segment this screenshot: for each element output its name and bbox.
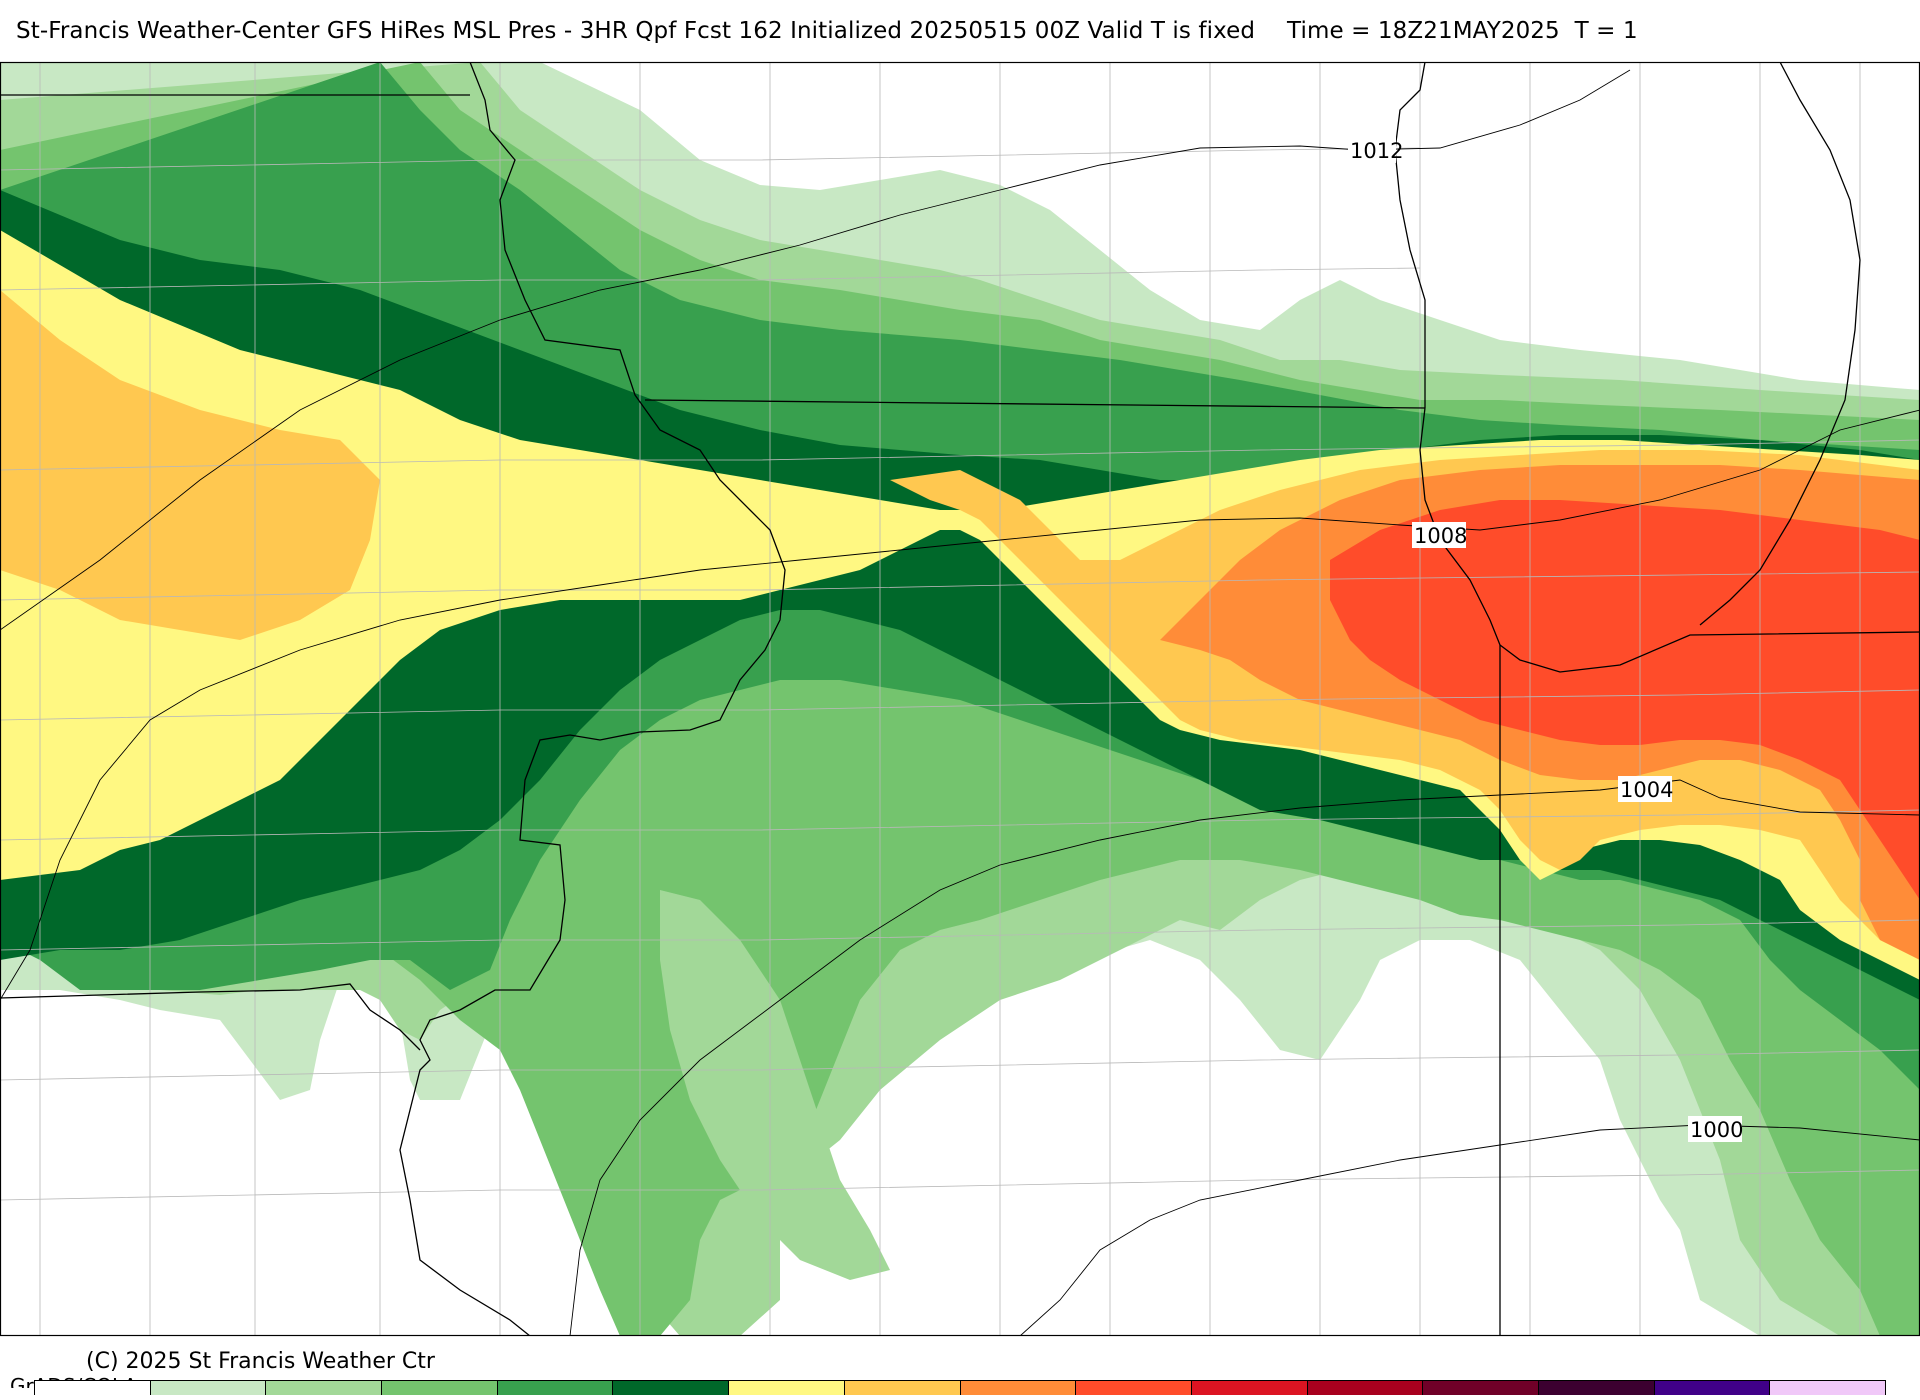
legend-swatch: [960, 1381, 1077, 1395]
isobar-label-1012: 1012: [1350, 139, 1403, 163]
legend-swatch: [497, 1381, 614, 1395]
qpf-patch: [604, 860, 622, 880]
isobar-labels: 1012 1008 1004 1000: [1348, 137, 1743, 1142]
isobar-lines: [0, 69, 1920, 1336]
qpf-band-5: [0, 190, 1920, 1000]
qpf-patch: [660, 890, 890, 1280]
copyright-text: (C) 2025 St Francis Weather Ctr: [86, 1349, 435, 1374]
isobar-label-1004: 1004: [1620, 778, 1673, 802]
legend-swatch: [1538, 1381, 1655, 1395]
legend-swatch: [1191, 1381, 1308, 1395]
valid-time: Time = 18Z21MAY2025 T = 1: [1287, 18, 1638, 44]
legend-swatch: [1076, 1381, 1192, 1395]
legend-swatch: [1307, 1381, 1424, 1395]
qpf-band-9: [1330, 500, 1920, 900]
legend-swatch: [150, 1381, 267, 1395]
legend-swatch: [1770, 1381, 1886, 1395]
legend-swatch: [729, 1381, 845, 1395]
title-text: St-Francis Weather-Center GFS HiRes MSL …: [16, 18, 1256, 44]
legend-swatch: [382, 1381, 498, 1395]
map-title: St-Francis Weather-Center GFS HiRes MSL …: [16, 18, 1638, 44]
legend-swatch: [1423, 1381, 1539, 1395]
qpf-map: 1012 1008 1004 1000: [0, 61, 1920, 1337]
isobar-label-1000: 1000: [1690, 1118, 1743, 1142]
legend-swatch: [844, 1381, 961, 1395]
qpf-color-legend: [34, 1380, 1886, 1395]
isobar-label-1008: 1008: [1414, 524, 1467, 548]
legend-swatch: [266, 1381, 383, 1395]
legend-swatch: [34, 1381, 151, 1395]
state-lines: [0, 62, 1920, 1336]
legend-swatch: [613, 1381, 730, 1395]
legend-swatch: [1654, 1381, 1771, 1395]
county-lines: [0, 62, 1920, 1336]
